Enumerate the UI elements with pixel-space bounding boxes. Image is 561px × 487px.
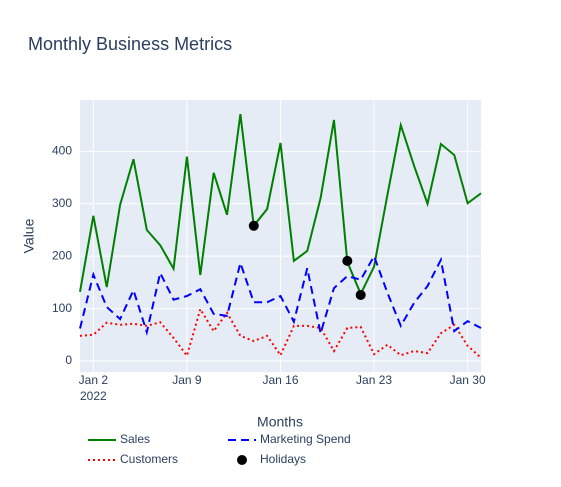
holiday-marker (342, 255, 353, 266)
x-tick-year: 2022 (80, 389, 107, 403)
y-tick-label: 300 (52, 196, 72, 210)
line-series (79, 114, 482, 297)
chart-title: Monthly Business Metrics (28, 34, 232, 54)
y-tick-label: 400 (52, 144, 72, 158)
x-tick-label: Jan 30 (450, 373, 486, 387)
legend-label: Marketing Spend (260, 432, 351, 446)
x-tick-label: Jan 16 (262, 373, 298, 387)
line-series (79, 306, 482, 359)
x-tick-label: Jan 9 (172, 373, 202, 387)
holiday-marker (248, 220, 259, 231)
x-tick-label: Jan 23 (356, 373, 392, 387)
y-axis-title: Value (21, 218, 37, 253)
line-series (79, 253, 482, 336)
x-tick-label: Jan 2 (79, 373, 109, 387)
y-tick-label: 0 (65, 353, 72, 367)
holiday-marker (355, 289, 366, 300)
legend-label: Sales (120, 432, 150, 446)
x-axis-title: Months (257, 414, 303, 430)
legend-swatch (237, 455, 247, 465)
y-tick-label: 100 (52, 301, 72, 315)
y-tick-label: 200 (52, 248, 72, 262)
legend-label: Holidays (260, 452, 306, 466)
legend-label: Customers (120, 452, 178, 466)
